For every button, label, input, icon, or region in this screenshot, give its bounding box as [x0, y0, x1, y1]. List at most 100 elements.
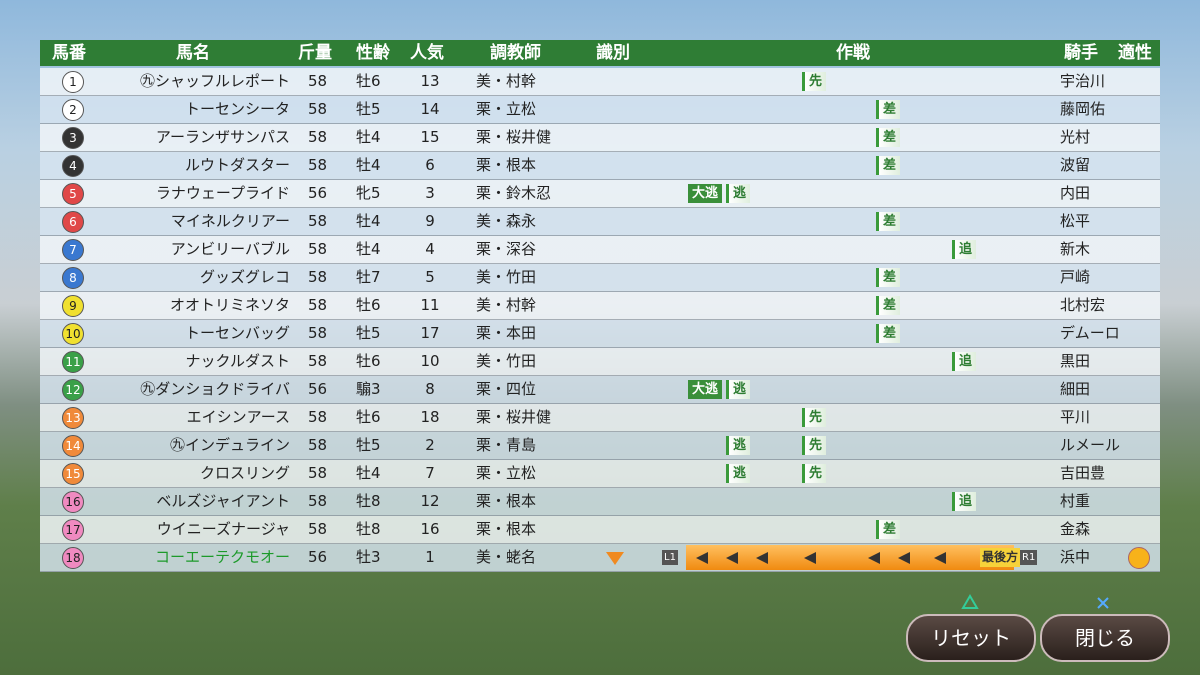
header-cell: 馬番	[52, 43, 86, 63]
horse-name: マイネルクリアー	[170, 212, 290, 230]
table-row: 5 ラナウェープライド 56 牝5 3 栗・鈴木忍 大逃逃 内田	[40, 180, 1160, 208]
table-row: 17 ウイニーズナージャ 58 牡8 16 栗・根本 差 金森	[40, 516, 1160, 544]
trainer: 栗・根本	[476, 492, 537, 510]
sex-age: 牡6	[356, 296, 381, 314]
trainer: 栗・根本	[476, 156, 537, 174]
horse-number: 7	[62, 239, 84, 261]
horse-name: ㊈ダンショクドライバ	[140, 380, 290, 398]
tactic-badge: 追	[952, 492, 977, 511]
close-button[interactable]: 閉じる	[1040, 614, 1170, 662]
jockey: 光村	[1060, 128, 1091, 146]
jockey: 吉田豊	[1060, 464, 1106, 482]
tactic-badge: 大逃	[688, 380, 723, 399]
table-row: 13 エイシンアース 58 牡6 18 栗・桜井健 先 平川	[40, 404, 1160, 432]
horse-number: 18	[62, 547, 84, 569]
header-cell: 識別	[596, 43, 630, 63]
tactic-badge: 先	[802, 72, 827, 91]
trainer: 美・蛯名	[476, 548, 537, 566]
horse-name: ウイニーズナージャ	[156, 520, 290, 538]
sex-age: 牡8	[356, 492, 381, 510]
weight: 56	[308, 380, 328, 398]
sex-age: 牡6	[356, 408, 381, 426]
table-row: 16 ベルズジャイアント 58 牡8 12 栗・根本 追 村重	[40, 488, 1160, 516]
popularity: 6	[425, 156, 435, 174]
horse-number: 10	[62, 323, 84, 345]
horse-number: 6	[62, 211, 84, 233]
jockey: 黒田	[1060, 352, 1091, 370]
arrow	[804, 552, 816, 564]
l1-label: L1	[662, 550, 678, 565]
jockey: 宇治川	[1060, 72, 1106, 90]
id-marker	[606, 552, 624, 565]
popularity: 16	[420, 520, 440, 538]
tactic-badge: 逃	[726, 436, 751, 455]
weight: 58	[308, 240, 328, 258]
popularity: 17	[420, 324, 440, 342]
aptitude-face	[1128, 547, 1150, 569]
header-cell: 斤量	[298, 43, 332, 63]
tactic-badge: 追	[952, 352, 977, 371]
strategy-badge: 最後方	[980, 548, 1021, 567]
tactic-badge: 差	[876, 212, 901, 231]
sex-age: 牡6	[356, 72, 381, 90]
sex-age: 牡3	[356, 548, 381, 566]
popularity: 10	[420, 352, 440, 370]
horse-name: アンビリーバブル	[170, 240, 290, 258]
sex-age: 牡6	[356, 352, 381, 370]
sex-age: 牡8	[356, 520, 381, 538]
tactic-badge: 逃	[726, 184, 751, 203]
jockey: 新木	[1060, 240, 1091, 258]
tactic-badge: 逃	[726, 380, 751, 399]
horse-number: 5	[62, 183, 84, 205]
strategy-bar	[686, 545, 1014, 570]
horse-number: 9	[62, 295, 84, 317]
arrow	[934, 552, 946, 564]
sex-age: 牡4	[356, 128, 381, 146]
horse-number: 8	[62, 267, 84, 289]
horse-name: ナックルダスト	[185, 352, 290, 370]
horse-name: ㊈シャッフルレポート	[139, 72, 290, 90]
jockey: 金森	[1060, 520, 1091, 538]
weight: 58	[308, 156, 328, 174]
jockey: 村重	[1060, 492, 1091, 510]
jockey: 藤岡佑	[1060, 100, 1106, 118]
sex-age: 牡4	[356, 212, 381, 230]
sex-age: 牡4	[356, 464, 381, 482]
horse-number: 13	[62, 407, 84, 429]
horse-number: 16	[62, 491, 84, 513]
table-row: 14 ㊈インデュライン 58 牡5 2 栗・青島 逃 先 ルメール	[40, 432, 1160, 460]
horse-number: 4	[62, 155, 84, 177]
jockey: 松平	[1060, 212, 1091, 230]
horse-name: アーランザサンパス	[155, 128, 290, 146]
trainer: 美・村幹	[476, 72, 537, 90]
weight: 58	[308, 268, 328, 286]
popularity: 18	[420, 408, 440, 426]
horse-name: ベルズジャイアント	[156, 492, 290, 510]
horse-name: グッズグレコ	[199, 268, 290, 286]
horse-number: 15	[62, 463, 84, 485]
popularity: 5	[425, 268, 435, 286]
tactic-badge: 差	[876, 296, 901, 315]
table-row: 3 アーランザサンパス 58 牡4 15 栗・桜井健 差 光村	[40, 124, 1160, 152]
horse-name: トーセンシータ	[184, 100, 290, 118]
header-cell: 馬名	[176, 43, 210, 63]
sex-age: 牡7	[356, 268, 381, 286]
trainer: 美・竹田	[476, 268, 537, 286]
triangle-icon	[961, 594, 979, 609]
header-cell: 作戦	[836, 43, 870, 63]
popularity: 1	[425, 548, 435, 566]
weight: 58	[308, 100, 328, 118]
tactic-badge: 差	[876, 100, 901, 119]
reset-button[interactable]: リセット	[906, 614, 1036, 662]
popularity: 8	[425, 380, 435, 398]
tactic-badge: 差	[876, 156, 901, 175]
sex-age: 牡5	[356, 436, 381, 454]
trainer: 栗・立松	[476, 100, 537, 118]
popularity: 4	[425, 240, 435, 258]
header-cell: 騎手	[1064, 43, 1098, 63]
weight: 56	[308, 184, 328, 202]
weight: 58	[308, 464, 328, 482]
popularity: 13	[420, 72, 440, 90]
header-cell: 性齢	[356, 43, 390, 63]
